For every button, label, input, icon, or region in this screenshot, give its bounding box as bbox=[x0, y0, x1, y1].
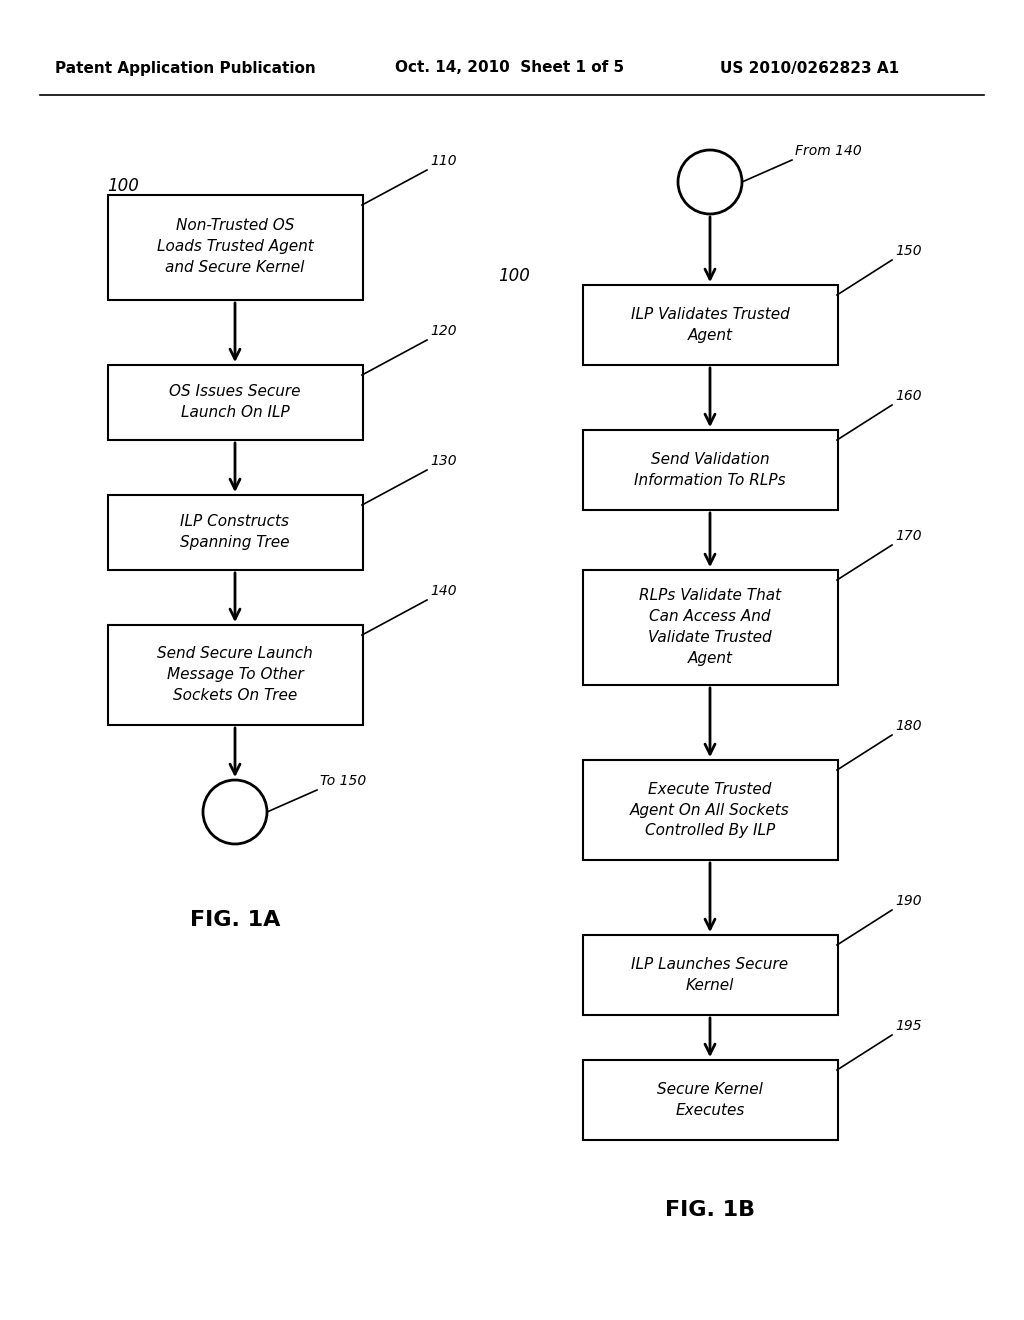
Text: 110: 110 bbox=[430, 154, 457, 168]
Text: Execute Trusted
Agent On All Sockets
Controlled By ILP: Execute Trusted Agent On All Sockets Con… bbox=[630, 781, 790, 838]
Text: 160: 160 bbox=[895, 389, 922, 403]
Text: 100: 100 bbox=[106, 177, 139, 195]
Text: ILP Constructs
Spanning Tree: ILP Constructs Spanning Tree bbox=[180, 513, 290, 550]
Text: To 150: To 150 bbox=[319, 774, 367, 788]
FancyBboxPatch shape bbox=[583, 569, 838, 685]
Text: OS Issues Secure
Launch On ILP: OS Issues Secure Launch On ILP bbox=[169, 384, 301, 420]
FancyBboxPatch shape bbox=[583, 285, 838, 366]
Text: 100: 100 bbox=[498, 267, 529, 285]
FancyBboxPatch shape bbox=[108, 495, 362, 569]
FancyBboxPatch shape bbox=[583, 935, 838, 1015]
Text: Secure Kernel
Executes: Secure Kernel Executes bbox=[657, 1082, 763, 1118]
Text: 130: 130 bbox=[430, 454, 457, 469]
Text: Patent Application Publication: Patent Application Publication bbox=[55, 61, 315, 75]
Text: US 2010/0262823 A1: US 2010/0262823 A1 bbox=[720, 61, 899, 75]
FancyBboxPatch shape bbox=[583, 1060, 838, 1140]
FancyBboxPatch shape bbox=[108, 194, 362, 300]
Text: 120: 120 bbox=[430, 323, 457, 338]
Text: 190: 190 bbox=[895, 894, 922, 908]
Text: 180: 180 bbox=[895, 719, 922, 733]
Text: ILP Launches Secure
Kernel: ILP Launches Secure Kernel bbox=[632, 957, 788, 993]
Text: From 140: From 140 bbox=[795, 144, 862, 158]
FancyBboxPatch shape bbox=[108, 624, 362, 725]
Text: 150: 150 bbox=[895, 244, 922, 257]
Text: ILP Validates Trusted
Agent: ILP Validates Trusted Agent bbox=[631, 308, 790, 343]
Text: FIG. 1A: FIG. 1A bbox=[189, 909, 281, 931]
Text: FIG. 1B: FIG. 1B bbox=[665, 1200, 755, 1220]
Text: 170: 170 bbox=[895, 529, 922, 543]
Text: Oct. 14, 2010  Sheet 1 of 5: Oct. 14, 2010 Sheet 1 of 5 bbox=[395, 61, 624, 75]
Text: Send Secure Launch
Message To Other
Sockets On Tree: Send Secure Launch Message To Other Sock… bbox=[157, 647, 313, 704]
Text: RLPs Validate That
Can Access And
Validate Trusted
Agent: RLPs Validate That Can Access And Valida… bbox=[639, 587, 781, 667]
Text: Send Validation
Information To RLPs: Send Validation Information To RLPs bbox=[634, 451, 785, 488]
FancyBboxPatch shape bbox=[583, 430, 838, 510]
FancyBboxPatch shape bbox=[108, 364, 362, 440]
Text: 140: 140 bbox=[430, 583, 457, 598]
Text: 195: 195 bbox=[895, 1019, 922, 1034]
Text: Non-Trusted OS
Loads Trusted Agent
and Secure Kernel: Non-Trusted OS Loads Trusted Agent and S… bbox=[157, 219, 313, 276]
FancyBboxPatch shape bbox=[583, 760, 838, 861]
